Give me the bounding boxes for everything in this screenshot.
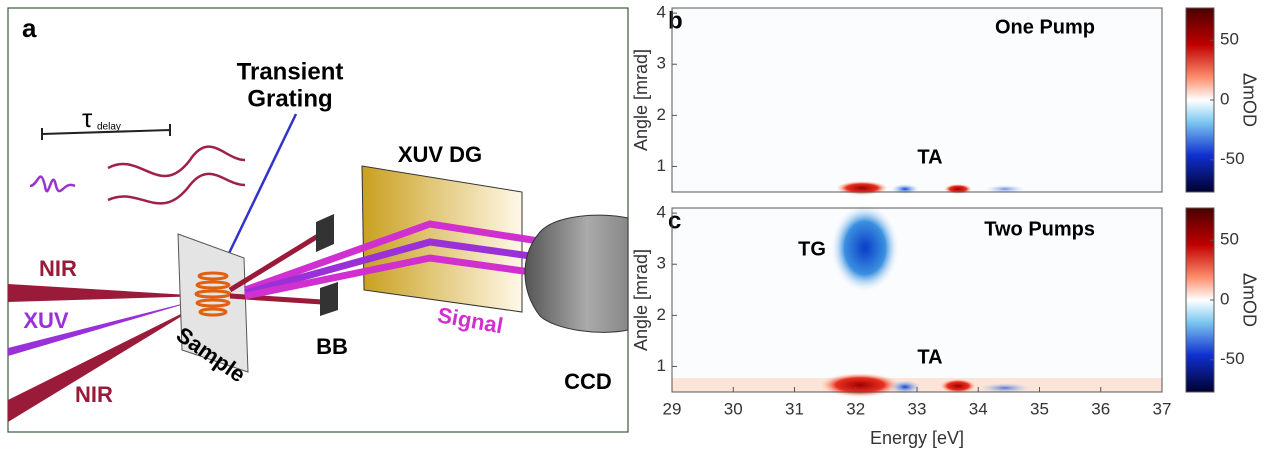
y-tick-label: 1	[657, 156, 666, 175]
sample	[177, 233, 249, 373]
x-tick-label: 33	[908, 399, 927, 418]
beam	[8, 302, 205, 422]
label: NIR	[39, 256, 77, 281]
heatmap-b	[672, 8, 1162, 195]
heatmap-bg	[672, 208, 1162, 392]
arrow	[217, 113, 298, 277]
beam	[8, 298, 205, 356]
label: Transient	[237, 58, 344, 85]
annotation: TA	[917, 146, 942, 168]
colorbar	[1185, 7, 1215, 193]
heatmap-bg	[672, 8, 1162, 192]
label: delay	[97, 122, 121, 133]
feature	[979, 383, 1031, 393]
colorbar-tick-label: 0	[1220, 89, 1229, 108]
beams	[243, 220, 546, 300]
x-tick-label: 37	[1153, 399, 1172, 418]
plot-frame	[671, 7, 1163, 193]
beam-block	[320, 282, 338, 316]
annotation: TG	[798, 238, 826, 260]
panel-frame	[7, 7, 629, 433]
x-tick-label: 36	[1091, 399, 1110, 418]
panel-title: Two Pumps	[984, 218, 1095, 240]
x-tick-label: 35	[1030, 399, 1049, 418]
panel-label: b	[668, 7, 683, 34]
bracket	[41, 124, 171, 140]
ccd	[524, 214, 629, 333]
y-axis-label: Angle [mrad]	[631, 249, 651, 351]
label: Grating	[247, 85, 332, 112]
feature	[940, 379, 976, 393]
colorbar-label: ΔmOD	[1239, 273, 1259, 327]
feature	[820, 373, 900, 397]
beam	[8, 284, 205, 302]
beam-block	[316, 214, 334, 252]
feature	[831, 204, 899, 292]
annotation: TA	[917, 346, 942, 368]
colorbar-label: ΔmOD	[1239, 73, 1259, 127]
feature	[836, 181, 888, 195]
x-tick-label: 29	[663, 399, 682, 418]
label: XUV DG	[398, 142, 482, 167]
y-axis-label: Angle [mrad]	[631, 49, 651, 151]
panel-title: One Pump	[995, 16, 1095, 38]
label: CCD	[564, 369, 612, 394]
label: NIR	[75, 382, 113, 407]
heatmap-c	[672, 204, 1162, 397]
panel-label: c	[668, 207, 681, 234]
y-tick-label: 4	[657, 203, 666, 222]
beam	[228, 233, 320, 293]
pulse	[29, 175, 76, 193]
colorbar-tick-label: 0	[1220, 289, 1229, 308]
y-tick-label: 3	[657, 54, 666, 73]
panel-a: a Transient Grating τ delay XUV DG NIR X…	[7, 7, 629, 433]
y-tick-label: 2	[657, 105, 666, 124]
label: BB	[316, 334, 348, 359]
colorbar-tick-label: 50	[1220, 230, 1239, 249]
colorbar-tick-label: -50	[1220, 149, 1245, 168]
x-tick-label: 31	[785, 399, 804, 418]
grating	[194, 271, 232, 317]
colorbar	[1185, 207, 1215, 393]
label: XUV	[23, 308, 69, 333]
colorbar-tick-label: -50	[1220, 349, 1245, 368]
feature	[985, 185, 1025, 193]
colorbar-tick-label: 50	[1220, 30, 1239, 49]
x-tick-label: 32	[846, 399, 865, 418]
feature	[889, 380, 921, 394]
y-tick-label: 1	[657, 356, 666, 375]
pulse	[107, 145, 246, 205]
x-tick-label: 30	[724, 399, 743, 418]
label: τ	[82, 103, 93, 133]
y-tick-label: 3	[657, 254, 666, 273]
x-axis-label: Energy [eV]	[870, 428, 964, 448]
panel-label: a	[22, 13, 37, 43]
x-tick-label: 34	[969, 399, 988, 418]
y-tick-label: 4	[657, 3, 666, 22]
y-tick-label: 2	[657, 305, 666, 324]
